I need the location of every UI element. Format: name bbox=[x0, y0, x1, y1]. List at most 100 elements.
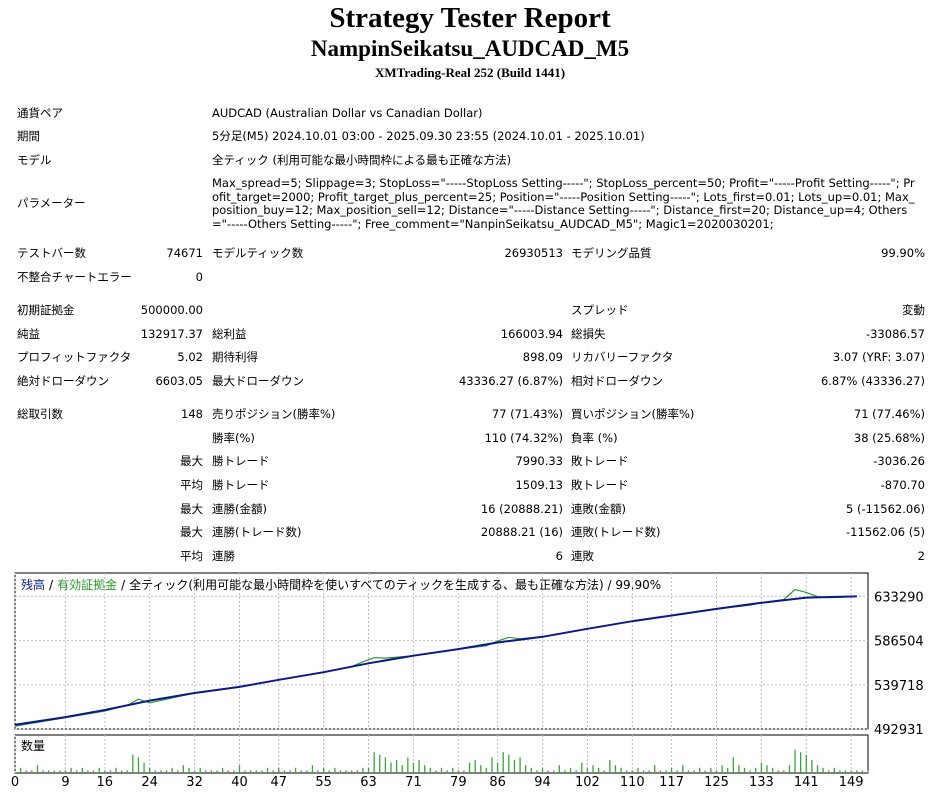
consec-win-trades-value: 20888.21 (16) bbox=[480, 525, 563, 539]
x-tick-label: 86 bbox=[489, 775, 506, 789]
long-positions-label: 買いポジション(勝率%) bbox=[571, 407, 695, 421]
x-tick-label: 102 bbox=[575, 775, 600, 789]
profit-factor-value: 5.02 bbox=[177, 350, 203, 364]
report-title: Strategy Tester Report bbox=[329, 2, 611, 34]
x-tick-label: 32 bbox=[186, 775, 203, 789]
deposit-label: 初期証拠金 bbox=[17, 303, 75, 317]
avg-win-value: 1509.13 bbox=[515, 478, 563, 492]
volume-panel bbox=[14, 734, 869, 774]
avg-consec-loss-value: 2 bbox=[917, 549, 925, 563]
model-label: モデル bbox=[17, 153, 52, 167]
rel-drawdown-value: 6.87% (43336.27) bbox=[820, 374, 925, 388]
y-tick-labels: 633290 586504 539718 492931 bbox=[874, 590, 924, 738]
x-tick-label: 79 bbox=[450, 775, 467, 789]
x-tick-label: 71 bbox=[405, 775, 422, 789]
loss-rate-label: 負率 (%) bbox=[571, 431, 618, 445]
x-tick-label: 24 bbox=[141, 775, 158, 789]
long-positions-value: 71 (77.46%) bbox=[853, 407, 925, 421]
rel-drawdown-label: 相対ドローダウン bbox=[571, 374, 663, 388]
avg-consec-loss-label: 連敗 bbox=[571, 549, 594, 563]
avg-loss-value: -870.70 bbox=[880, 478, 925, 492]
x-tick-label: 133 bbox=[749, 775, 774, 789]
server-build: XMTrading-Real 252 (Build 1441) bbox=[374, 65, 566, 80]
x-tick-label: 55 bbox=[315, 775, 332, 789]
period-value: 5分足(M5) 2024.10.01 03:00 - 2025.09.30 23… bbox=[212, 129, 645, 143]
y-tick-label: 586504 bbox=[874, 635, 924, 650]
consec-loss-amount-value: 5 (-11562.06) bbox=[846, 502, 925, 516]
y-tick-label: 633290 bbox=[874, 590, 924, 605]
consec-loss-trades-label: 連敗(トレード数) bbox=[571, 525, 661, 539]
max-label-1: 最大 bbox=[180, 454, 203, 468]
ticks-value: 26930513 bbox=[504, 246, 563, 260]
svg-text:残高/有効証拠金/全ティック(利用可能な最小時間枠を使いすべ: 残高 / 有効証拠金 / 全ティック(利用可能な最小時間枠を使いすべてのティックを生成す… bbox=[21, 577, 661, 592]
largest-loss-label: 敗トレード bbox=[571, 454, 629, 468]
x-tick-label: 94 bbox=[534, 775, 551, 789]
total-trades-value: 148 bbox=[181, 407, 203, 421]
legend-separator-2: / bbox=[121, 578, 126, 592]
mismatch-label: 不整合チャートエラー bbox=[17, 270, 132, 284]
spread-value: 変動 bbox=[902, 303, 925, 317]
win-rate-value: 110 (74.32%) bbox=[484, 431, 563, 445]
profit-factor-label: プロフィットファクタ bbox=[17, 350, 132, 364]
quality-value: 99.90% bbox=[881, 246, 925, 260]
total-trades-label: 総取引数 bbox=[17, 407, 63, 421]
x-tick-label: 16 bbox=[97, 775, 114, 789]
symbol-label: 通貨ペア bbox=[17, 106, 63, 120]
x-tick-label: 9 bbox=[61, 775, 69, 789]
volume-bars bbox=[19, 749, 869, 773]
x-tick-label: 110 bbox=[620, 775, 645, 789]
consec-win-trades-label: 連勝(トレード数) bbox=[212, 525, 302, 539]
grid-lines bbox=[14, 573, 868, 773]
volume-label: 数量 bbox=[21, 738, 45, 753]
bars-value: 74671 bbox=[166, 246, 203, 260]
legend-balance: 残高 bbox=[21, 577, 45, 592]
legend-model: 全ティック(利用可能な最小時間枠を使いすべてのティックを生成する、最も正確な方法… bbox=[129, 577, 661, 592]
avg-consec-win-value: 6 bbox=[555, 549, 563, 563]
largest-win-label: 勝トレード bbox=[212, 454, 270, 468]
largest-win-value: 7990.33 bbox=[515, 454, 563, 468]
spread-label: スプレッド bbox=[571, 303, 629, 317]
largest-loss-value: -3036.26 bbox=[873, 454, 925, 468]
chart-svg: 633290 586504 539718 492931 0 9 16 24 32 40 47 55 6… bbox=[11, 572, 924, 790]
ticks-label: モデルティック数 bbox=[212, 246, 304, 260]
short-positions-label: 売りポジション(勝率%) bbox=[212, 407, 336, 421]
recovery-factor-value: 3.07 (YRF: 3.07) bbox=[832, 350, 925, 364]
avg-win-label: 勝トレード bbox=[212, 478, 270, 492]
y-tick-label: 539718 bbox=[874, 679, 924, 694]
avg-label-1: 平均 bbox=[180, 478, 203, 492]
avg-loss-label: 敗トレード bbox=[571, 478, 629, 492]
gross-loss-value: -33086.57 bbox=[865, 327, 925, 341]
x-tick-label: 149 bbox=[839, 775, 864, 789]
x-tick-label: 125 bbox=[704, 775, 729, 789]
loss-rate-value: 38 (25.68%) bbox=[853, 431, 925, 445]
x-tick-label: 117 bbox=[659, 775, 684, 789]
deposit-value: 500000.00 bbox=[140, 303, 203, 317]
symbol-value: AUDCAD (Australian Dollar vs Canadian Do… bbox=[212, 106, 483, 120]
consec-win-amount-value: 16 (20888.21) bbox=[480, 502, 563, 516]
max-drawdown-label: 最大ドローダウン bbox=[212, 374, 304, 388]
x-tick-label: 0 bbox=[11, 775, 19, 789]
expected-payoff-label: 期待利得 bbox=[212, 350, 258, 364]
params-value: Max_spread=5; Slippage=3; StopLoss="----… bbox=[212, 176, 915, 231]
x-tick-label: 47 bbox=[270, 775, 287, 789]
max-label-3: 最大 bbox=[180, 525, 203, 539]
max-label-2: 最大 bbox=[180, 502, 203, 516]
abs-drawdown-value: 6603.05 bbox=[155, 374, 203, 388]
expected-payoff-value: 898.09 bbox=[522, 350, 563, 364]
gross-profit-label: 総利益 bbox=[212, 327, 247, 341]
avg-consec-win-label: 連勝 bbox=[212, 549, 235, 563]
gross-loss-label: 総損失 bbox=[571, 327, 606, 341]
bars-label: テストバー数 bbox=[17, 246, 86, 260]
model-value: 全ティック (利用可能な最小時間枠による最も正確な方法) bbox=[212, 153, 512, 167]
x-tick-label: 141 bbox=[794, 775, 819, 789]
balance-line bbox=[14, 595, 857, 726]
consec-loss-amount-label: 連敗(金額) bbox=[571, 502, 626, 516]
x-tick-label: 40 bbox=[231, 775, 248, 789]
legend-separator-1: / bbox=[49, 578, 54, 592]
consec-win-amount-label: 連勝(金額) bbox=[212, 502, 267, 516]
avg-label-2: 平均 bbox=[180, 549, 203, 563]
short-positions-value: 77 (71.43%) bbox=[491, 407, 563, 421]
abs-drawdown-label: 絶対ドローダウン bbox=[17, 374, 109, 388]
recovery-factor-label: リカバリーファクタ bbox=[571, 350, 674, 364]
y-tick-label: 492931 bbox=[874, 723, 924, 738]
